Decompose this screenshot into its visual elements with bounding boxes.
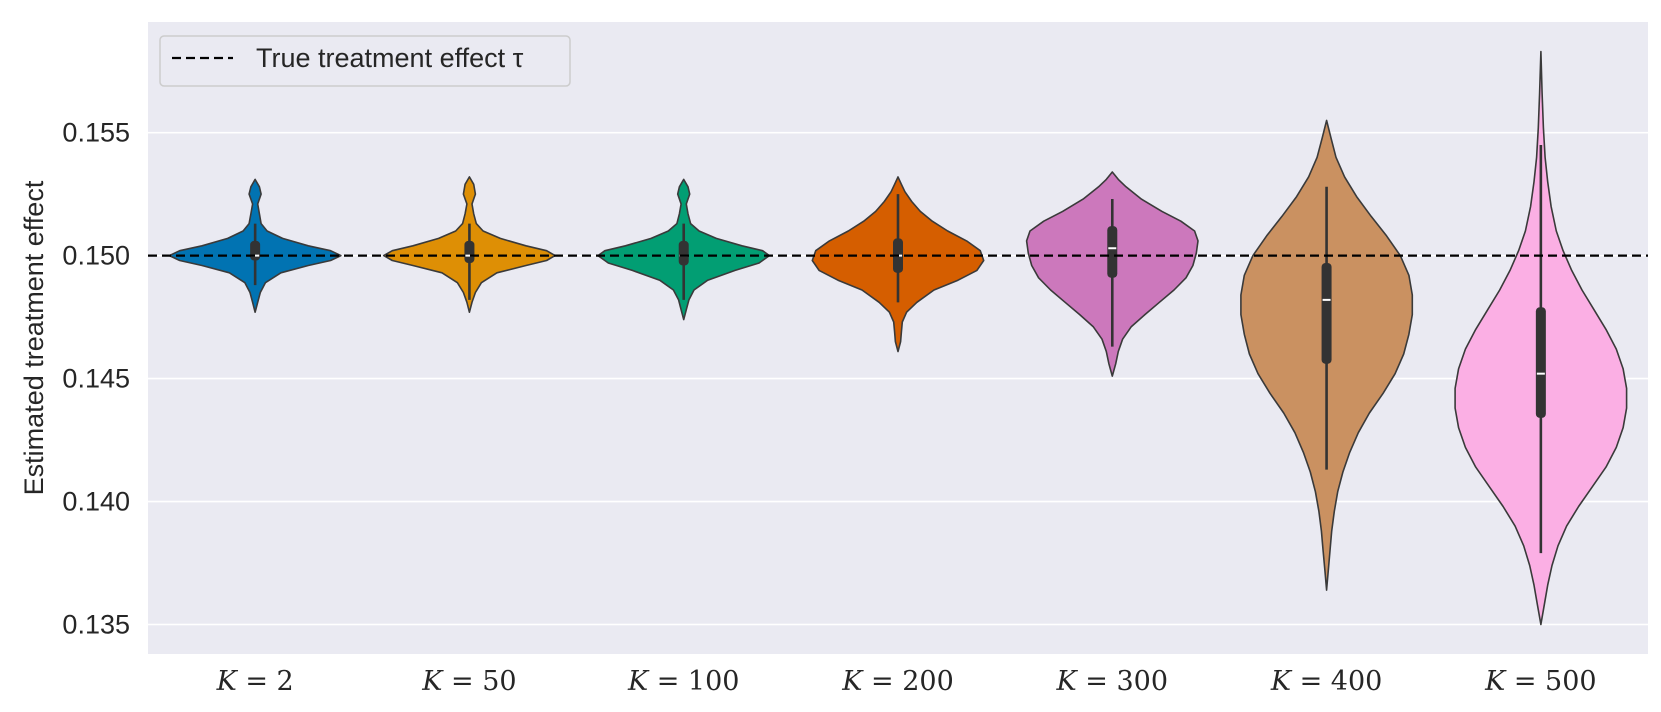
x-tick-label: K = 100 — [627, 666, 740, 697]
y-axis-title: Estimated treatment effect — [19, 180, 49, 495]
x-tick-label: K = 500 — [1484, 666, 1597, 697]
x-tick-labels: K = 2 K = 50 K = 100 K = 200 K = 300 K = 400 K… — [216, 666, 1597, 697]
violin-iqr-box — [1535, 307, 1546, 418]
y-tick-labels: 0.135 0.140 0.145 0.150 0.155 — [62, 118, 130, 640]
y-tick-label: 0.145 — [62, 364, 130, 394]
x-tick-label: K = 400 — [1270, 666, 1383, 697]
y-tick-label: 0.135 — [62, 609, 130, 639]
y-tick-label: 0.140 — [62, 487, 130, 517]
x-tick-label: K = 50 — [421, 666, 516, 697]
violin-500 — [1454, 50, 1628, 626]
x-tick-label: K = 200 — [841, 666, 954, 697]
violin-iqr-box — [1107, 226, 1118, 278]
violin-iqr-box — [1321, 262, 1332, 364]
x-tick-label: K = 2 — [216, 666, 294, 697]
violin-300 — [1025, 171, 1199, 377]
violin-iqr-box — [464, 240, 475, 263]
violin-400 — [1240, 119, 1414, 591]
violin-iqr-box — [250, 240, 261, 261]
violin-200 — [811, 176, 985, 353]
violin-50 — [382, 176, 556, 313]
y-tick-label: 0.150 — [62, 241, 130, 271]
violin-2 — [168, 178, 342, 313]
legend: True treatment effect τ — [159, 35, 571, 87]
violin-iqr-box — [678, 240, 689, 266]
y-tick-label: 0.155 — [62, 118, 130, 148]
legend-box — [159, 35, 571, 87]
legend-label: True treatment effect τ — [256, 43, 524, 73]
violins — [168, 50, 1628, 626]
x-tick-label: K = 300 — [1056, 666, 1169, 697]
